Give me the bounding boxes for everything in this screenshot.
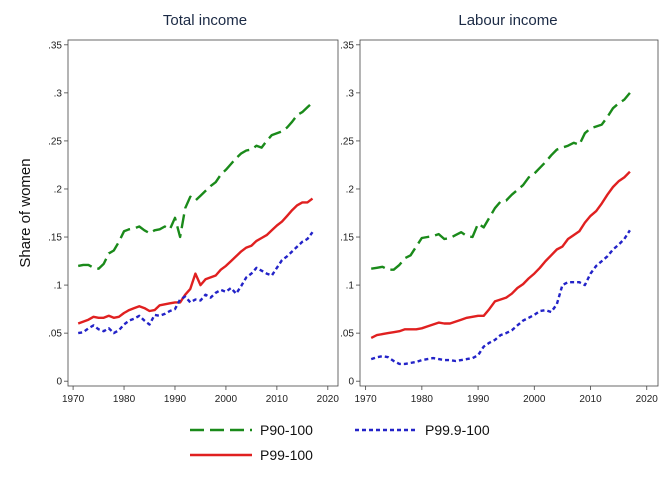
panel-title: Labour income — [458, 12, 557, 29]
y-tick-label: .2 — [54, 184, 63, 195]
y-tick-label: .15 — [48, 233, 62, 244]
y-tick-label: .3 — [54, 88, 63, 99]
legend-label: P99-100 — [260, 447, 313, 463]
y-tick-label: .1 — [346, 281, 355, 292]
legend-label: P99.9-100 — [425, 422, 490, 438]
x-tick-label: 2010 — [266, 394, 289, 405]
panel-0: Total income 0 .05 .1 .15 .2 .25 .3 .35 1970 1980 1… — [48, 12, 339, 405]
x-tick-label: 1970 — [62, 394, 85, 405]
x-tick-label: 2000 — [523, 394, 546, 405]
y-tick-label: .35 — [48, 40, 62, 51]
x-tick-label: 1990 — [164, 394, 187, 405]
y-tick-label: .25 — [340, 136, 354, 147]
x-tick-label: 2020 — [317, 394, 340, 405]
y-tick-label: 0 — [348, 377, 354, 388]
plot-frame — [67, 39, 339, 387]
series-line-p99-9-100 — [370, 229, 631, 366]
y-tick-label: .05 — [340, 329, 354, 340]
x-tick-label: 1980 — [411, 394, 434, 405]
y-tick-label: .1 — [54, 281, 63, 292]
x-tick-label: 1970 — [354, 394, 377, 405]
series-line-p99-9-100 — [77, 231, 314, 335]
y-tick-label: .3 — [346, 88, 355, 99]
legend-label: P90-100 — [260, 422, 313, 438]
y-tick-label: 0 — [56, 377, 62, 388]
y-tick-label: .05 — [48, 329, 62, 340]
y-tick-label: .2 — [346, 184, 355, 195]
y-tick-label: .15 — [340, 233, 354, 244]
y-tick-label: .35 — [340, 40, 354, 51]
panel-1: Labour income 0 .05 .1 .15 .2 .25 .3 .35 1970 1980… — [340, 12, 659, 405]
plot-frame — [359, 39, 659, 387]
y-tick-label: .25 — [48, 136, 62, 147]
series-line-p99-100 — [370, 170, 631, 339]
y-axis-label: Share of women — [17, 158, 34, 267]
x-tick-label: 2020 — [636, 394, 659, 405]
legend: P90-100 P99.9-100 P99-100 — [190, 422, 490, 463]
series-line-p99-100 — [77, 197, 314, 325]
x-tick-label: 1980 — [113, 394, 136, 405]
x-tick-label: 1990 — [467, 394, 490, 405]
x-tick-label: 2000 — [215, 394, 238, 405]
x-tick-label: 2010 — [579, 394, 602, 405]
series-line-p90-100 — [371, 92, 631, 271]
panel-title: Total income — [163, 12, 247, 29]
series-line-p90-100 — [77, 101, 314, 270]
